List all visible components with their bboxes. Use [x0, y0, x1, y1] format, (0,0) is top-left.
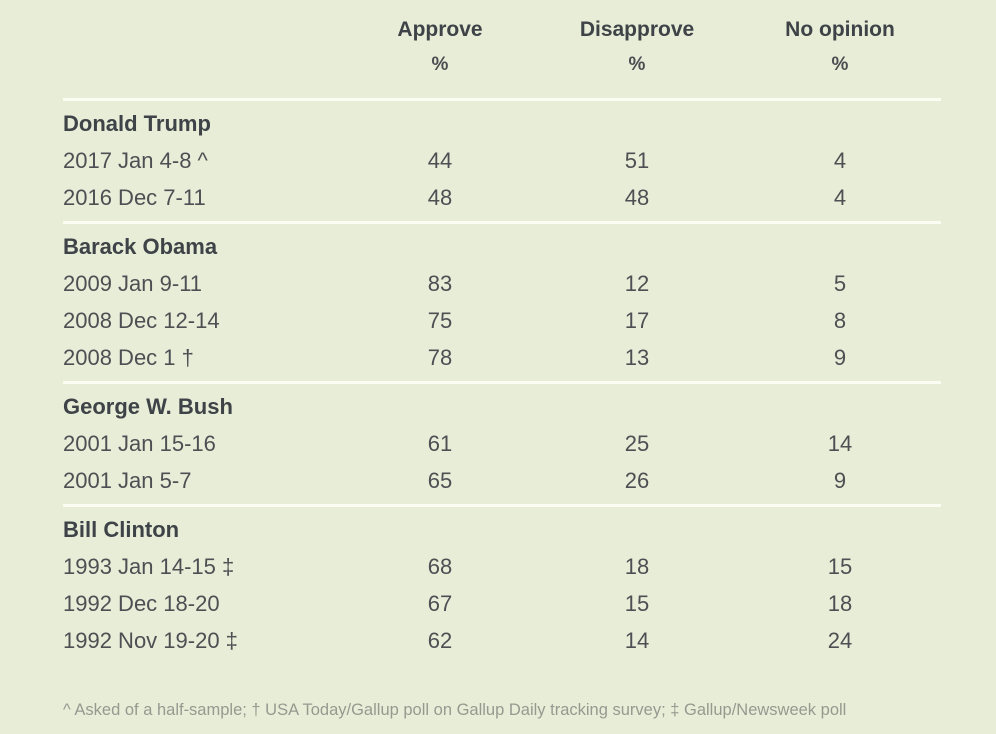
- section-title-row: Donald Trump: [63, 101, 941, 142]
- table-row: 2017 Jan 4-8 ^ 44 51 4: [63, 142, 941, 179]
- table-section: Bill Clinton 1993 Jan 14-15 ‡ 68 18 15 1992 D…: [63, 504, 941, 659]
- disapprove-value: 12: [624, 270, 650, 296]
- approve-value: 62: [427, 627, 453, 653]
- row-label: 2017 Jan 4-8 ^: [63, 147, 208, 173]
- table-row: 1992 Nov 19-20 ‡ 62 14 24: [63, 622, 941, 659]
- section-title-row: George W. Bush: [63, 384, 941, 425]
- disapprove-value: 26: [624, 467, 650, 493]
- approve-value: 83: [427, 270, 453, 296]
- approve-value: 75: [427, 307, 453, 333]
- no-opinion-value: 4: [833, 184, 847, 210]
- row-label: 2008 Dec 12-14: [63, 307, 220, 333]
- row-label: 1992 Dec 18-20: [63, 590, 220, 616]
- table-row: 1993 Jan 14-15 ‡ 68 18 15: [63, 548, 941, 585]
- table-body: Donald Trump 2017 Jan 4-8 ^ 44 51 4 2016 Dec …: [63, 98, 941, 659]
- row-label: 1992 Nov 19-20 ‡: [63, 627, 238, 653]
- table-row: 2001 Jan 15-16 61 25 14: [63, 425, 941, 462]
- disapprove-value: 25: [624, 430, 650, 456]
- row-label: 1993 Jan 14-15 ‡: [63, 553, 235, 579]
- table-footnote: ^ Asked of a half-sample; † USA Today/Ga…: [63, 701, 847, 719]
- section-title: George W. Bush: [63, 394, 233, 419]
- section-title: Donald Trump: [63, 111, 211, 136]
- column-header-no-opinion: No opinion: [785, 18, 895, 41]
- section-divider: [63, 504, 941, 507]
- no-opinion-value: 8: [833, 307, 847, 333]
- approval-table: Approve Disapprove No opinion % % % Dona…: [63, 0, 941, 720]
- disapprove-value: 15: [624, 590, 650, 616]
- no-opinion-value: 18: [827, 590, 853, 616]
- table-row: 2008 Dec 1 † 78 13 9: [63, 339, 941, 376]
- section-title: Bill Clinton: [63, 517, 180, 542]
- section-divider: [63, 98, 941, 101]
- section-title-row: Bill Clinton: [63, 507, 941, 548]
- table-row: 1992 Dec 18-20 67 15 18: [63, 585, 941, 622]
- column-header-disapprove: Disapprove: [579, 18, 695, 41]
- table-row: 2008 Dec 12-14 75 17 8: [63, 302, 941, 339]
- no-opinion-value: 14: [827, 430, 853, 456]
- approve-value: 67: [427, 590, 453, 616]
- section-title-row: Barack Obama: [63, 224, 941, 265]
- table-section: George W. Bush 2001 Jan 15-16 61 25 14 2001 J…: [63, 381, 941, 499]
- table-row: 2009 Jan 9-11 83 12 5: [63, 265, 941, 302]
- approve-value: 65: [427, 467, 453, 493]
- table-unit-row: % % %: [63, 43, 941, 93]
- approve-value: 68: [427, 553, 453, 579]
- table-section: Donald Trump 2017 Jan 4-8 ^ 44 51 4 2016 Dec …: [63, 98, 941, 216]
- section-divider: [63, 221, 941, 224]
- no-opinion-value: 15: [827, 553, 853, 579]
- unit-spacer: [63, 53, 345, 77]
- approve-value: 48: [427, 184, 453, 210]
- disapprove-value: 51: [624, 147, 650, 173]
- no-opinion-value: 9: [833, 467, 847, 493]
- disapprove-value: 13: [624, 344, 650, 370]
- approve-value: 61: [427, 430, 453, 456]
- column-header-approve: Approve: [397, 18, 483, 41]
- no-opinion-value: 24: [827, 627, 853, 653]
- unit-approve: %: [431, 54, 449, 75]
- table-row: 2001 Jan 5-7 65 26 9: [63, 462, 941, 499]
- row-label: 2001 Jan 15-16: [63, 430, 216, 456]
- table-row: 2016 Dec 7-11 48 48 4: [63, 179, 941, 216]
- disapprove-value: 17: [624, 307, 650, 333]
- table-header-row: Approve Disapprove No opinion: [63, 0, 941, 43]
- section-divider: [63, 381, 941, 384]
- approve-value: 78: [427, 344, 453, 370]
- approve-value: 44: [427, 147, 453, 173]
- no-opinion-value: 4: [833, 147, 847, 173]
- no-opinion-value: 9: [833, 344, 847, 370]
- header-spacer: [63, 17, 345, 43]
- section-title: Barack Obama: [63, 234, 218, 259]
- disapprove-value: 18: [624, 553, 650, 579]
- row-label: 2009 Jan 9-11: [63, 270, 203, 296]
- row-label: 2001 Jan 5-7: [63, 467, 192, 493]
- row-label: 2008 Dec 1 †: [63, 344, 194, 370]
- disapprove-value: 48: [624, 184, 650, 210]
- unit-no-opinion: %: [831, 54, 849, 75]
- disapprove-value: 14: [624, 627, 650, 653]
- table-section: Barack Obama 2009 Jan 9-11 83 12 5 2008 Dec 1…: [63, 221, 941, 376]
- no-opinion-value: 5: [833, 270, 847, 296]
- row-label: 2016 Dec 7-11: [63, 184, 206, 210]
- unit-disapprove: %: [628, 54, 646, 75]
